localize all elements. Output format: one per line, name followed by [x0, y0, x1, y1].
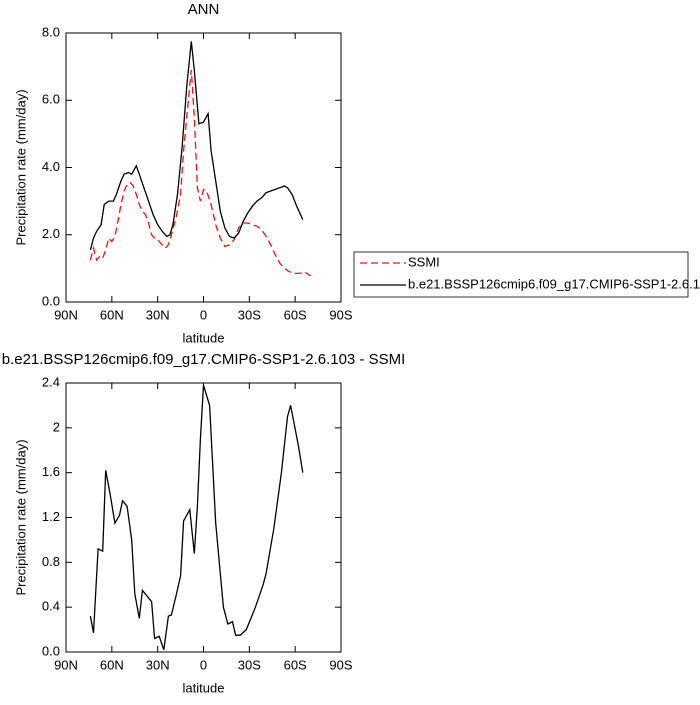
y-axis-label: Precipitation rate (mm/day) — [13, 439, 28, 595]
y-tick-label: 0.8 — [42, 554, 60, 569]
x-axis-label: latitude — [183, 680, 225, 695]
x-tick-label: 90S — [329, 657, 352, 672]
y-tick-label: 2.0 — [42, 226, 60, 241]
x-tick-label: 30N — [146, 307, 170, 322]
y-tick-label: 6.0 — [42, 92, 60, 107]
y-tick-label: 1.6 — [42, 464, 60, 479]
legend-label: b.e21.BSSP126cmip6.f09_g17.CMIP6-SSP1-2.… — [408, 276, 700, 291]
x-tick-label: 30S — [238, 307, 261, 322]
y-tick-label: 4.0 — [42, 159, 60, 174]
x-tick-label: 60N — [100, 307, 124, 322]
y-axis-label: Precipitation rate (mm/day) — [13, 89, 28, 245]
y-tick-label: 0.0 — [42, 643, 60, 658]
legend-label: SSMI — [408, 254, 440, 269]
data-line — [89, 69, 311, 277]
data-line — [89, 385, 304, 651]
x-tick-label: 90N — [54, 307, 78, 322]
y-tick-label: 0.0 — [42, 293, 60, 308]
x-tick-label: 0 — [200, 307, 207, 322]
y-tick-label: 2.4 — [42, 374, 60, 389]
chart-title: b.e21.BSSP126cmip6.f09_g17.CMIP6-SSP1-2.… — [2, 351, 406, 368]
x-tick-label: 60S — [284, 307, 307, 322]
x-tick-label: 30N — [146, 657, 170, 672]
y-tick-label: 2 — [53, 419, 60, 434]
plot-frame — [65, 32, 342, 303]
legend-box — [353, 251, 689, 298]
x-tick-label: 60S — [284, 657, 307, 672]
x-axis-label: latitude — [183, 330, 225, 345]
x-tick-label: 0 — [200, 657, 207, 672]
y-tick-label: 1.2 — [42, 509, 60, 524]
x-tick-label: 90N — [54, 657, 78, 672]
x-tick-label: 60N — [100, 657, 124, 672]
y-tick-label: 8.0 — [42, 24, 60, 39]
y-tick-label: 0.4 — [42, 599, 60, 614]
x-tick-label: 30S — [238, 657, 261, 672]
data-line — [89, 41, 304, 251]
x-tick-label: 90S — [329, 307, 352, 322]
chart-title: ANN — [188, 1, 220, 18]
plot-frame — [65, 382, 342, 653]
